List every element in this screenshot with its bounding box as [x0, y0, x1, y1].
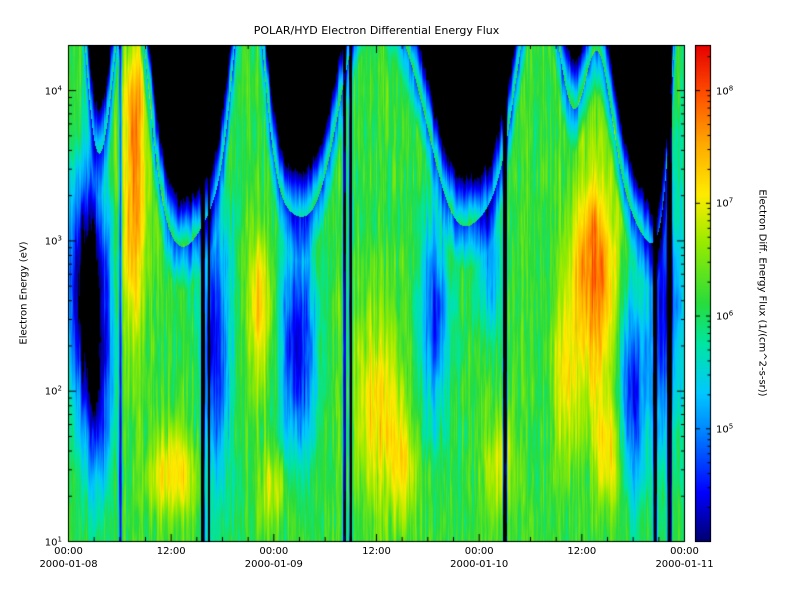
- chart-title: POLAR/HYD Electron Differential Energy F…: [253, 24, 500, 37]
- y-tick-label: 101: [44, 534, 62, 549]
- x-tick-label: 12:00: [567, 546, 597, 557]
- colorbar-tick-label: 106: [716, 309, 734, 323]
- x-tick-label: 00:00: [54, 546, 83, 557]
- x-date-label: 2000-01-10: [450, 559, 509, 570]
- colorbar-label: Electron Diff. Energy Flux (1/(cm^2-s-sr…: [756, 189, 768, 397]
- x-date-label: 2000-01-08: [39, 559, 98, 570]
- x-tick-label: 12:00: [362, 546, 391, 557]
- y-tick-label: 102: [44, 384, 62, 398]
- x-tick-label: 12:00: [156, 546, 186, 557]
- colorbar-tick-label: 105: [716, 422, 734, 436]
- x-tick-label: 00:00: [259, 546, 289, 557]
- colorbar-tick-label: 108: [716, 83, 734, 98]
- x-date-label: 2000-01-09: [244, 559, 303, 570]
- colorbar-tick-label: 107: [716, 196, 734, 210]
- x-date-label: 2000-01-11: [655, 559, 714, 570]
- colorbar-gradient: [695, 45, 711, 542]
- y-axis-label: Electron Energy (eV): [18, 241, 30, 345]
- x-tick-label: 00:00: [464, 546, 494, 557]
- y-tick-label: 103: [44, 234, 62, 248]
- y-tick-label: 104: [44, 83, 62, 98]
- spectrogram-heatmap: [68, 45, 685, 542]
- x-tick-label: 00:00: [670, 546, 699, 557]
